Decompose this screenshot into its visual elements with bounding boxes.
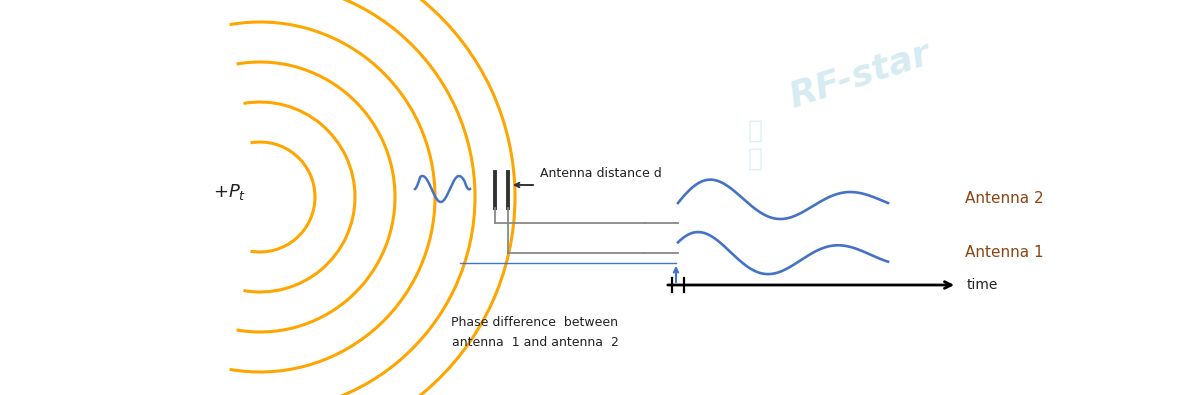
Text: 信
达: 信 达 (748, 119, 762, 171)
Text: RF-star: RF-star (785, 36, 935, 114)
Text: Antenna distance d: Antenna distance d (540, 167, 661, 179)
Text: Phase difference  between
antenna  1 and antenna  2: Phase difference between antenna 1 and a… (451, 316, 618, 350)
Text: $+P_t$: $+P_t$ (214, 182, 247, 202)
Text: Antenna 2: Antenna 2 (965, 190, 1044, 205)
Text: time: time (967, 278, 998, 292)
Text: Antenna 1: Antenna 1 (965, 245, 1044, 260)
